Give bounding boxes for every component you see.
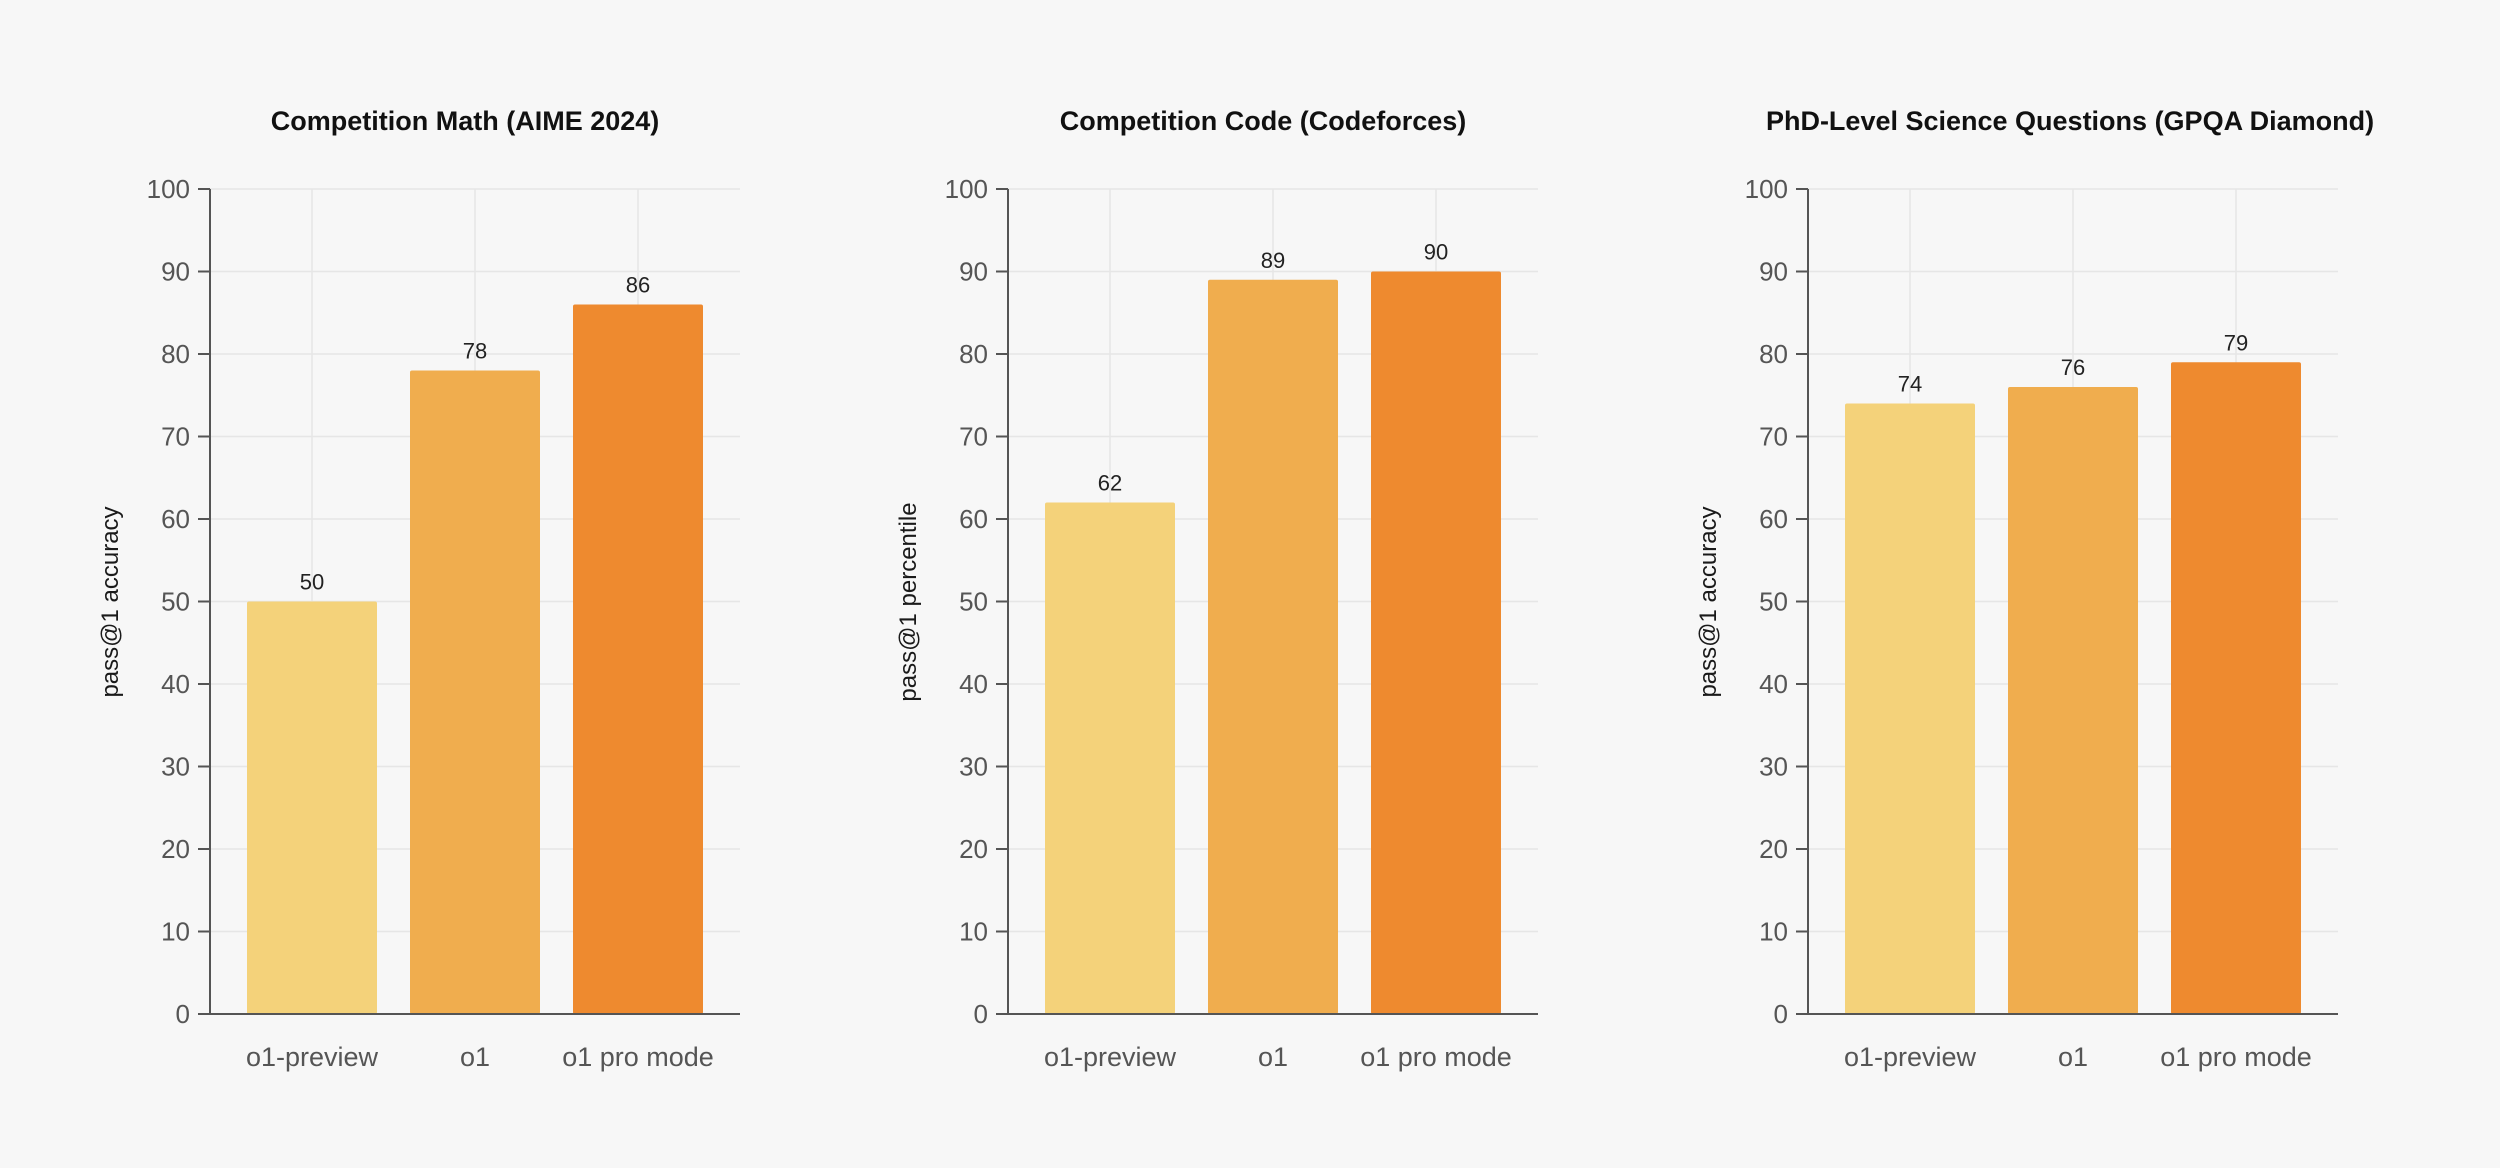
plot-area: 0 10 20 30 40 50 60 70 80 90 100 74 o1-preview 76 o1 79… (1745, 174, 2338, 1072)
y-tick-label: 100 (1745, 174, 1788, 204)
y-tick-label: 80 (959, 339, 988, 369)
x-tick-label: o1 pro mode (562, 1042, 714, 1072)
x-tick-label: o1 pro mode (1360, 1042, 1512, 1072)
bar-o1 (2008, 387, 2138, 1014)
bar-o1-pro-mode (2171, 362, 2301, 1014)
y-tick-label: 70 (161, 422, 190, 452)
x-tick-label: o1-preview (1844, 1042, 1977, 1072)
y-tick-label: 50 (1759, 587, 1788, 617)
y-tick-label: 30 (959, 752, 988, 782)
chart-title: Competition Code (Codeforces) (1060, 106, 1467, 136)
y-tick-label: 20 (959, 834, 988, 864)
y-axis-label: pass@1 accuracy (97, 506, 124, 697)
y-tick-label: 90 (161, 257, 190, 287)
y-tick-label: 10 (1759, 917, 1788, 947)
y-tick-label: 100 (945, 174, 988, 204)
y-tick-label: 100 (147, 174, 190, 204)
chart-title: PhD-Level Science Questions (GPQA Diamon… (1766, 106, 2374, 136)
y-tick-label: 40 (1759, 669, 1788, 699)
bar-o1-preview (1845, 403, 1975, 1014)
data-label: 89 (1261, 248, 1285, 273)
chart-gpqa: PhD-Level Science Questions (GPQA Diamon… (1695, 106, 2374, 1072)
bar-o1-preview (247, 601, 377, 1014)
chart-codeforces: Competition Code (Codeforces) 0 10 20 30 40 5… (895, 106, 1538, 1072)
y-tick-label: 30 (161, 752, 190, 782)
x-tick-label: o1 pro mode (2160, 1042, 2312, 1072)
data-label: 79 (2224, 330, 2248, 355)
data-label: 74 (1898, 372, 1922, 397)
y-tick-label: 50 (161, 587, 190, 617)
y-tick-label: 70 (959, 422, 988, 452)
y-axis-label: pass@1 percentile (895, 502, 922, 701)
bar-o1 (410, 370, 540, 1014)
y-tick-label: 60 (161, 504, 190, 534)
y-tick-label: 60 (1759, 504, 1788, 534)
y-tick-label: 10 (959, 917, 988, 947)
y-tick-label: 50 (959, 587, 988, 617)
y-tick-label: 90 (959, 257, 988, 287)
y-tick-label: 0 (176, 999, 190, 1029)
x-tick-label: o1 (460, 1042, 490, 1072)
plot-area: 0 10 20 30 40 50 60 70 80 90 100 62 o1-preview 89 o1 90… (945, 174, 1538, 1072)
bar-o1-pro-mode (573, 304, 703, 1014)
data-label: 76 (2061, 355, 2085, 380)
data-label: 62 (1098, 471, 1122, 496)
y-tick-label: 30 (1759, 752, 1788, 782)
y-tick-label: 0 (1774, 999, 1788, 1029)
x-tick-label: o1-preview (1044, 1042, 1177, 1072)
x-tick-label: o1 (1258, 1042, 1288, 1072)
y-tick-label: 20 (1759, 834, 1788, 864)
y-tick-label: 20 (161, 834, 190, 864)
chart-aime: Competition Math (AIME 2024) 0 10 20 30 40 50… (97, 106, 740, 1072)
y-axis-label: pass@1 accuracy (1695, 506, 1722, 697)
y-tick-label: 0 (974, 999, 988, 1029)
x-tick-label: o1 (2058, 1042, 2088, 1072)
chart-title: Competition Math (AIME 2024) (271, 106, 660, 136)
data-label: 86 (626, 273, 650, 298)
y-tick-label: 10 (161, 917, 190, 947)
data-label: 78 (463, 339, 487, 364)
y-tick-label: 70 (1759, 422, 1788, 452)
y-tick-label: 80 (1759, 339, 1788, 369)
y-tick-label: 60 (959, 504, 988, 534)
plot-area: 0 10 20 30 40 50 60 70 80 90 100 50 o1-preview 78 o1 86… (147, 174, 740, 1072)
bar-o1-pro-mode (1371, 271, 1501, 1014)
y-tick-label: 40 (959, 669, 988, 699)
bar-o1-preview (1045, 502, 1175, 1014)
y-tick-label: 80 (161, 339, 190, 369)
bar-o1 (1208, 279, 1338, 1014)
y-tick-label: 90 (1759, 257, 1788, 287)
x-tick-label: o1-preview (246, 1042, 379, 1072)
data-label: 90 (1424, 240, 1448, 265)
data-label: 50 (300, 570, 324, 595)
y-tick-label: 40 (161, 669, 190, 699)
